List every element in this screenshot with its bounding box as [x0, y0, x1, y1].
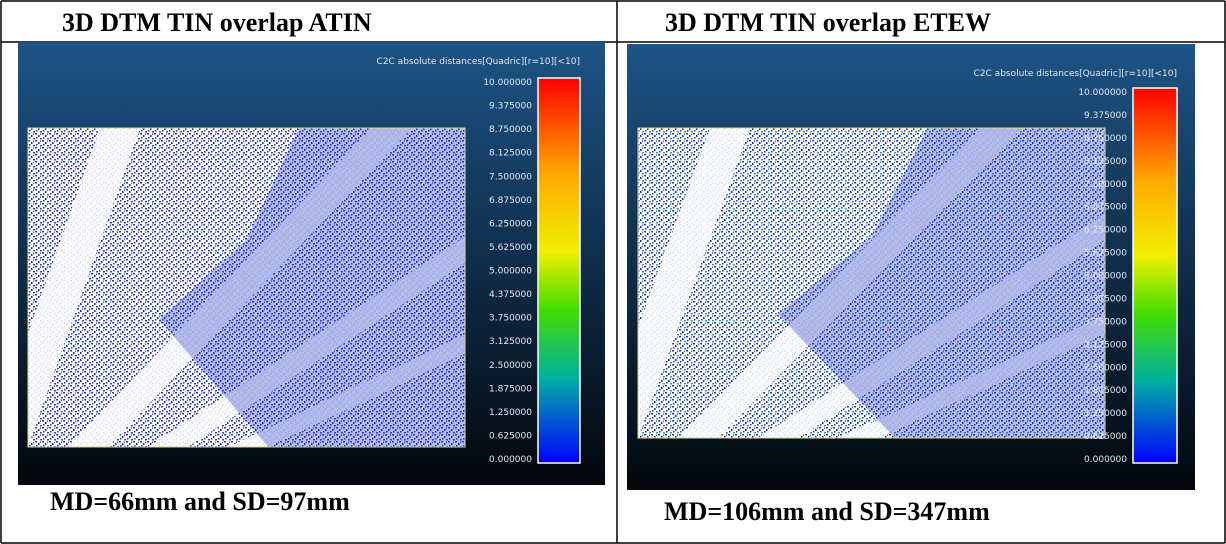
color-scale-label: 7.500000: [489, 172, 532, 182]
color-scale-label: 1.250000: [489, 408, 532, 418]
color-scale-label: 0.625000: [1084, 432, 1127, 442]
panel-caption: MD=106mm and SD=347mm: [664, 497, 990, 526]
color-scale-title: C2C absolute distances[Quadric][r=10][<1…: [377, 57, 580, 67]
color-scale-label: 8.125000: [1084, 157, 1127, 167]
color-scale-label: 1.875000: [489, 384, 532, 394]
color-scale-label: 2.500000: [1084, 363, 1127, 373]
color-scale-label: 9.375000: [1084, 111, 1127, 121]
color-scale-label: 3.125000: [1084, 340, 1127, 350]
color-scale-label: 10.000000: [483, 78, 532, 88]
color-scale-label: 6.250000: [489, 219, 532, 229]
color-scale-label: 10.000000: [1078, 88, 1127, 98]
figure-table: 3D DTM TIN overlap ATIN C2C absolute dist…: [0, 0, 1226, 544]
color-scale-label: 0.000000: [1084, 455, 1127, 465]
color-scale-label: 3.750000: [1084, 317, 1127, 327]
color-scale-label: 6.250000: [1084, 226, 1127, 236]
color-scale-label: 0.625000: [489, 431, 532, 441]
color-scale-label: 5.625000: [1084, 249, 1127, 259]
panel-caption: MD=66mm and SD=97mm: [50, 487, 350, 516]
color-scale-label: 3.750000: [489, 314, 532, 324]
color-scale-label: 4.375000: [489, 290, 532, 300]
color-scale-label: 8.750000: [489, 125, 532, 135]
color-scale-label: 0.000000: [489, 455, 532, 465]
color-scale-bar: [538, 78, 580, 463]
color-scale-label: 8.125000: [489, 149, 532, 159]
color-scale-label: 6.875000: [489, 196, 532, 206]
color-scale-label: 5.000000: [489, 267, 532, 277]
color-scale-label: 7.500000: [1084, 180, 1127, 190]
color-scale-label: 1.250000: [1084, 409, 1127, 419]
panel: 3D DTM TIN overlap ETEW C2C absolute dist…: [598, 8, 1226, 526]
color-scale-label: 4.375000: [1084, 294, 1127, 304]
color-scale-label: 6.875000: [1084, 203, 1127, 213]
panel-title: 3D DTM TIN overlap ATIN: [62, 8, 372, 37]
color-scale-label: 1.875000: [1084, 386, 1127, 396]
color-scale-label: 5.000000: [1084, 272, 1127, 282]
color-scale-label: 8.750000: [1084, 134, 1127, 144]
color-scale-title: C2C absolute distances[Quadric][r=10][<1…: [974, 69, 1177, 79]
color-scale-label: 5.625000: [489, 243, 532, 253]
panel-title: 3D DTM TIN overlap ETEW: [665, 8, 991, 37]
color-scale-label: 9.375000: [489, 102, 532, 112]
color-scale-label: 3.125000: [489, 337, 532, 347]
color-scale-bar: [1133, 88, 1177, 463]
color-scale-label: 2.500000: [489, 361, 532, 371]
